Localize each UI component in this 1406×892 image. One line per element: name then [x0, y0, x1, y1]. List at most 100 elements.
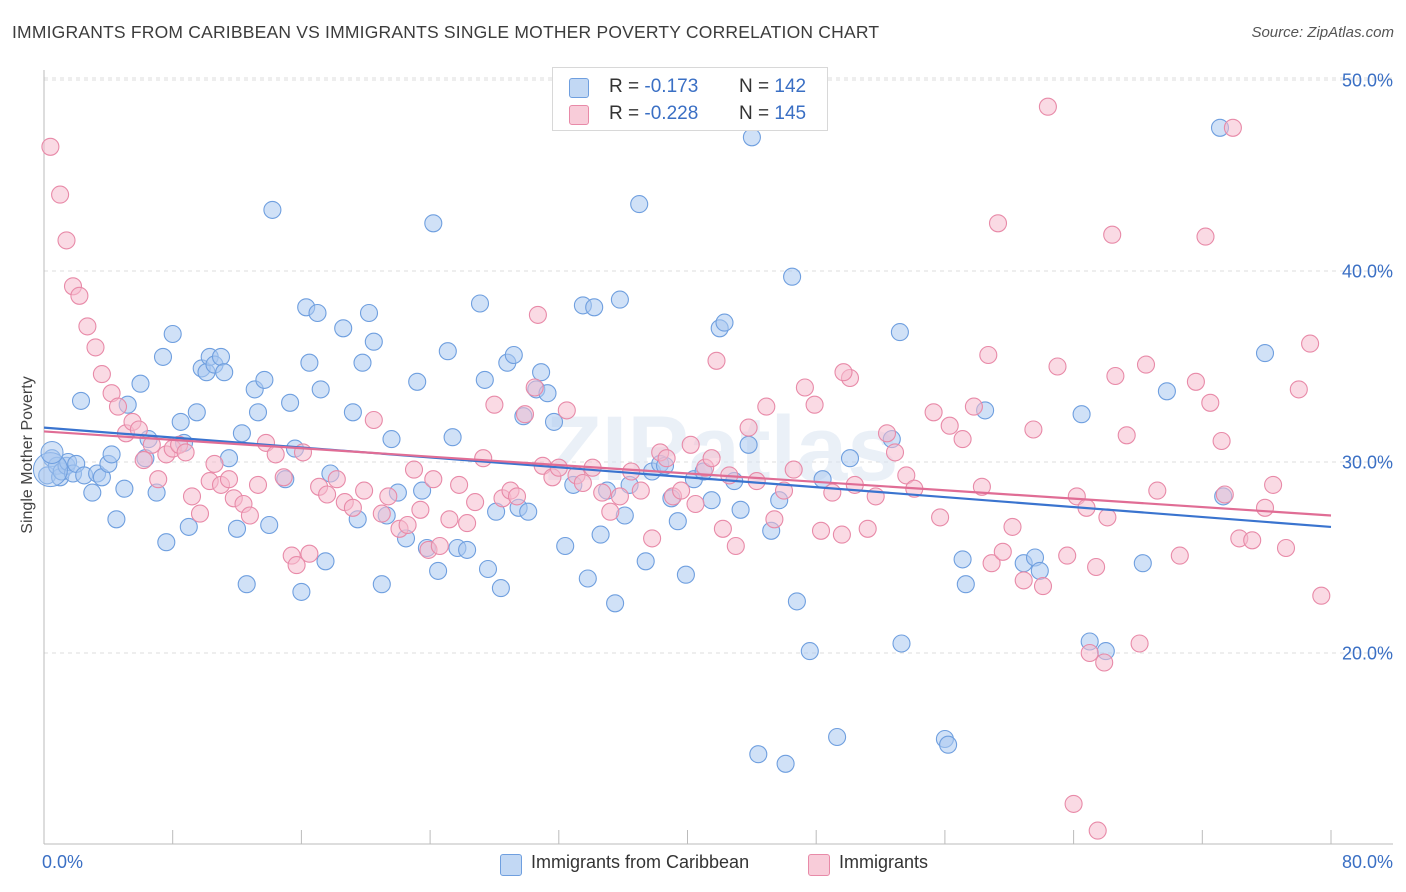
data-point	[1088, 821, 1107, 840]
data-point	[890, 323, 909, 342]
data-point	[51, 185, 70, 204]
y-tick-label: 30.0%	[1342, 453, 1393, 473]
data-point	[316, 552, 335, 571]
trend-lines	[43, 426, 1332, 529]
stats-legend: R = -0.173 N = 142 R = -0.228 N = 145	[552, 67, 828, 131]
data-point	[1289, 380, 1308, 399]
data-point	[939, 735, 958, 754]
legend-swatch-immigrants	[808, 854, 830, 876]
data-point	[757, 397, 776, 416]
data-point	[840, 449, 860, 468]
source-label: Source: ZipAtlas.com	[1251, 24, 1394, 41]
data-point	[1072, 405, 1091, 424]
data-point	[805, 395, 824, 414]
data-point	[372, 504, 391, 523]
data-point	[1095, 653, 1114, 672]
data-point	[205, 454, 224, 473]
data-point	[411, 500, 430, 519]
data-point	[1312, 586, 1331, 605]
data-point	[834, 363, 853, 382]
data-point	[823, 483, 842, 502]
data-point	[1133, 554, 1152, 573]
data-point	[300, 353, 319, 372]
data-point	[108, 397, 128, 416]
x-tick-label-min: 0.0%	[42, 852, 84, 872]
data-point	[507, 487, 527, 506]
data-point	[525, 378, 544, 397]
data-point	[832, 525, 851, 544]
data-point	[591, 525, 610, 544]
data-point	[1103, 225, 1122, 244]
data-point	[528, 305, 547, 324]
data-point	[458, 540, 477, 559]
data-point	[800, 642, 819, 661]
data-point	[993, 542, 1012, 561]
data-point	[897, 466, 916, 485]
data-point	[190, 504, 210, 523]
data-point	[1223, 118, 1242, 137]
data-point	[219, 470, 239, 489]
data-point	[739, 418, 758, 437]
x-tick-label-max: 80.0%	[1341, 852, 1393, 872]
data-point	[610, 290, 629, 309]
data-point	[287, 556, 306, 575]
data-point	[1048, 357, 1067, 376]
legend-label-caribbean: Immigrants from Caribbean	[531, 852, 750, 872]
data-point	[601, 502, 620, 521]
data-point	[300, 544, 319, 563]
data-point	[877, 424, 897, 443]
y-tick-labels: 20.0% 30.0% 40.0% 50.0%	[1342, 71, 1393, 664]
data-point	[742, 128, 761, 147]
data-point	[885, 443, 905, 462]
data-point	[266, 445, 285, 464]
data-point	[610, 487, 629, 506]
data-point	[1003, 517, 1022, 536]
legend-swatch-caribbean	[500, 854, 522, 876]
data-point	[1064, 794, 1083, 813]
data-point	[372, 575, 391, 594]
data-point	[408, 372, 427, 391]
data-point	[519, 502, 538, 521]
y-tick-label: 20.0%	[1342, 644, 1393, 664]
data-point	[475, 370, 494, 389]
data-point	[450, 475, 469, 494]
data-point	[953, 430, 972, 449]
data-point	[1033, 577, 1053, 596]
data-point	[668, 512, 687, 531]
data-point	[776, 754, 795, 773]
stats-swatch-immigrants	[569, 105, 589, 125]
data-point	[413, 481, 432, 500]
data-point	[630, 195, 649, 214]
data-point	[227, 519, 247, 538]
stats-r-caribbean: R = -0.173	[609, 76, 699, 97]
data-point	[1215, 485, 1234, 504]
data-point	[1148, 481, 1167, 500]
data-point	[404, 460, 424, 479]
stats-r-immigrants: R = -0.228	[609, 103, 699, 124]
data-point	[631, 481, 650, 500]
data-point	[40, 440, 64, 464]
data-point	[424, 214, 443, 233]
data-point	[811, 521, 831, 540]
trend-line-immigrants	[43, 430, 1332, 517]
data-point	[964, 397, 983, 416]
data-point	[828, 727, 847, 747]
data-point	[988, 214, 1008, 233]
data-point	[1136, 355, 1156, 374]
data-point	[179, 517, 198, 536]
data-point	[774, 481, 794, 500]
data-point	[215, 363, 234, 382]
data-point	[1087, 557, 1106, 577]
data-point	[784, 460, 803, 479]
data-point	[470, 294, 490, 313]
data-point	[765, 510, 784, 529]
trend-line-caribbean	[43, 426, 1332, 529]
data-point	[353, 353, 372, 372]
data-point	[263, 200, 282, 219]
data-point	[379, 487, 398, 506]
data-point	[972, 477, 991, 496]
data-point	[573, 473, 592, 493]
data-point	[982, 554, 1001, 573]
data-point	[532, 363, 551, 382]
